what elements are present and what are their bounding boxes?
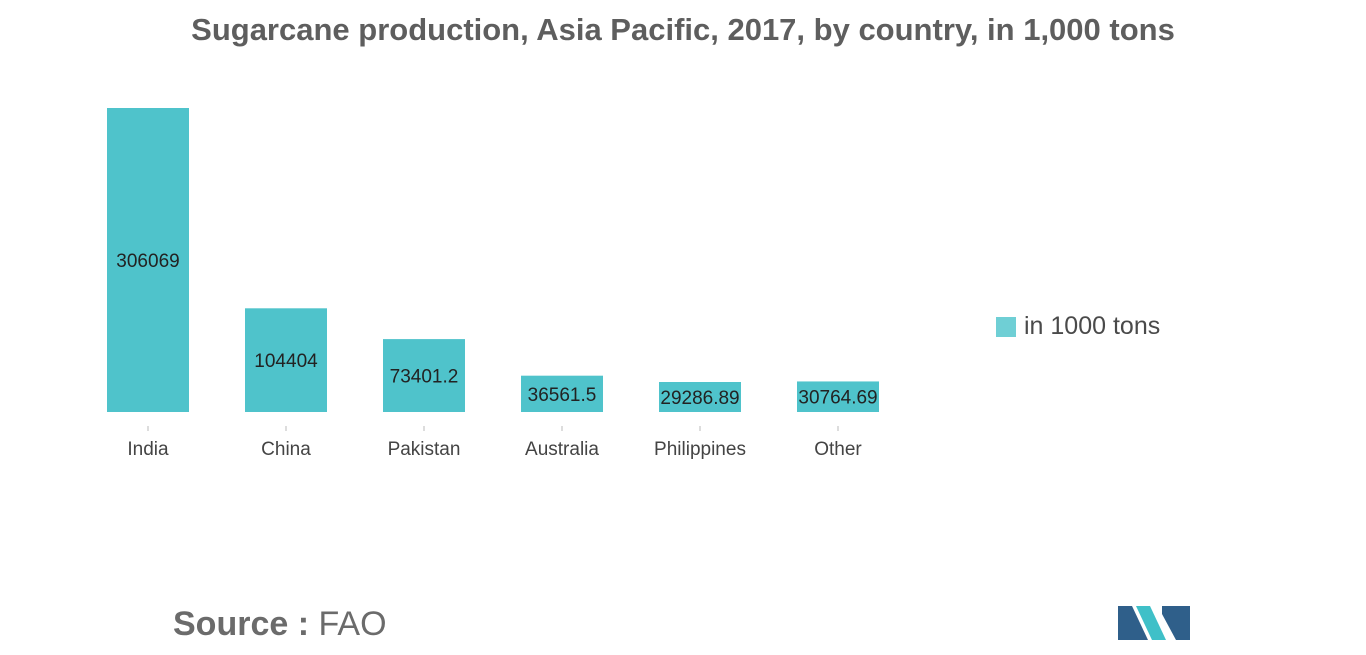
source-value: FAO (318, 605, 387, 643)
category-label: India (127, 439, 169, 460)
category-label: Australia (525, 439, 599, 460)
chart-title: Sugarcane production, Asia Pacific, 2017… (191, 12, 1175, 47)
bar-philippines (659, 382, 741, 412)
bar-pakistan (383, 339, 465, 412)
source-note: Source : FAO (173, 605, 387, 644)
bars-layer (107, 108, 879, 412)
category-label: China (261, 439, 311, 460)
company-logo (1118, 606, 1190, 640)
data-label: 306069 (116, 251, 179, 272)
category-labels-layer: India China Pakistan Australia Philippines Ot… (127, 439, 862, 460)
logo-shape-mid (1136, 606, 1166, 640)
bar-australia (521, 375, 603, 412)
data-label: 104404 (254, 351, 318, 372)
legend-label: in 1000 tons (1024, 312, 1161, 340)
source-label: Source : (173, 605, 310, 643)
data-label: 29286.89 (660, 388, 739, 409)
data-label: 30764.69 (798, 388, 877, 409)
category-label: Other (814, 439, 862, 460)
logo-shape-right (1162, 606, 1190, 640)
ticks-layer (147, 426, 839, 431)
data-labels-layer: 306069 104404 73401.2 36561.5 29286.89 30764.… (116, 251, 877, 409)
category-label: Pakistan (388, 439, 461, 460)
legend: in 1000 tons (996, 312, 1160, 341)
legend-swatch (996, 316, 1016, 337)
category-label: Philippines (654, 439, 746, 460)
data-label: 73401.2 (390, 367, 459, 388)
bar-other (797, 381, 879, 412)
bar-india (107, 108, 189, 412)
bar-china (245, 308, 327, 412)
logo-shape-left (1118, 606, 1148, 640)
data-label: 36561.5 (528, 385, 597, 406)
